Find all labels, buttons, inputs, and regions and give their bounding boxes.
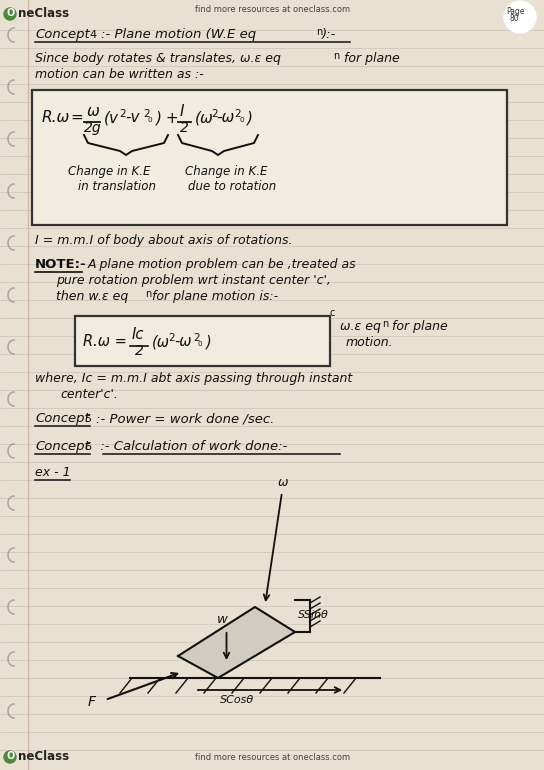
Text: I = m.m.I of body about axis of rotations.: I = m.m.I of body about axis of rotation… (35, 234, 293, 247)
Text: I: I (180, 104, 184, 119)
Text: ) +: ) + (156, 110, 180, 125)
Text: 6: 6 (84, 442, 91, 452)
Text: -v: -v (125, 110, 139, 125)
Text: ): ) (247, 110, 253, 125)
Text: ω.ε eq: ω.ε eq (340, 320, 381, 333)
Text: 2: 2 (193, 333, 200, 343)
Circle shape (4, 8, 16, 20)
Circle shape (504, 1, 536, 33)
Text: 2: 2 (168, 333, 175, 343)
Text: for plane: for plane (340, 52, 400, 65)
Text: n: n (316, 27, 322, 37)
Text: ₀: ₀ (148, 114, 152, 124)
Text: Concept: Concept (35, 440, 90, 453)
Text: n: n (333, 51, 339, 61)
Text: 2: 2 (119, 109, 126, 119)
Bar (32, 90, 507, 225)
Text: SSinθ: SSinθ (298, 610, 329, 620)
Text: 2g: 2g (84, 121, 102, 135)
Text: =: = (70, 110, 83, 125)
Text: R.ω: R.ω (42, 110, 70, 125)
Text: where, Ic = m.m.I abt axis passing through instant: where, Ic = m.m.I abt axis passing throu… (35, 372, 353, 385)
Text: -ω: -ω (216, 110, 234, 125)
Text: ₀: ₀ (239, 114, 244, 124)
Text: center'c'.: center'c'. (60, 388, 118, 401)
Text: for plane: for plane (388, 320, 448, 333)
Text: Concept: Concept (35, 412, 90, 425)
Text: Change in K.E: Change in K.E (68, 165, 150, 178)
Text: NOTE:-: NOTE:- (35, 258, 86, 271)
Text: find more resources at oneclass.com: find more resources at oneclass.com (195, 5, 350, 14)
Text: F: F (88, 695, 96, 709)
Circle shape (4, 751, 16, 763)
Text: ₀: ₀ (198, 338, 202, 348)
Text: 2: 2 (180, 121, 189, 135)
Text: n: n (382, 319, 388, 329)
Text: 2: 2 (211, 109, 218, 119)
Text: ω: ω (87, 104, 100, 119)
Text: pure rotation problem wrt instant center 'c',: pure rotation problem wrt instant center… (56, 274, 331, 287)
Text: Ic: Ic (132, 327, 144, 342)
Text: n: n (145, 289, 151, 299)
Text: 2: 2 (234, 109, 240, 119)
Text: ): ) (206, 334, 212, 349)
Text: due to rotation: due to rotation (188, 180, 276, 193)
Text: for plane motion is:-: for plane motion is:- (152, 290, 278, 303)
Text: (ω: (ω (195, 110, 214, 125)
Text: -ω: -ω (174, 334, 191, 349)
Text: motion can be written as :-: motion can be written as :- (35, 68, 204, 81)
Text: :- Plane motion (W.E eq: :- Plane motion (W.E eq (101, 28, 256, 41)
Text: 2: 2 (135, 344, 144, 358)
Bar (75, 316, 330, 366)
Text: c: c (330, 308, 335, 318)
Text: O: O (7, 8, 15, 18)
Text: (v: (v (104, 110, 119, 125)
Text: 5: 5 (84, 414, 91, 424)
Text: ω: ω (278, 476, 288, 489)
Text: (ω: (ω (152, 334, 170, 349)
Text: then w.ε eq: then w.ε eq (56, 290, 128, 303)
Text: w: w (217, 613, 227, 626)
Polygon shape (178, 607, 295, 678)
Text: 80: 80 (509, 14, 518, 23)
Text: Page: Page (506, 7, 524, 16)
Text: neClass: neClass (18, 7, 69, 20)
Text: 2: 2 (143, 109, 150, 119)
Text: A plane motion problem can be ,treated as: A plane motion problem can be ,treated a… (88, 258, 357, 271)
Text: find more resources at oneclass.com: find more resources at oneclass.com (195, 753, 350, 762)
Text: R.ω =: R.ω = (83, 334, 127, 349)
Text: 4: 4 (89, 30, 96, 40)
Text: Change in K.E: Change in K.E (185, 165, 267, 178)
Text: Since body rotates & translates, ω.ε eq: Since body rotates & translates, ω.ε eq (35, 52, 281, 65)
Text: in translation: in translation (78, 180, 156, 193)
Text: motion.: motion. (346, 336, 394, 349)
Text: :- Power = work done /sec.: :- Power = work done /sec. (96, 412, 274, 425)
Text: neClass: neClass (18, 750, 69, 763)
Text: ):-: ):- (322, 28, 341, 41)
Text: :- Calculation of work done:-: :- Calculation of work done:- (96, 440, 287, 453)
Text: Concept: Concept (35, 28, 90, 41)
Text: SCosθ: SCosθ (220, 695, 254, 705)
Text: ex - 1: ex - 1 (35, 466, 71, 479)
Text: O: O (7, 751, 15, 761)
